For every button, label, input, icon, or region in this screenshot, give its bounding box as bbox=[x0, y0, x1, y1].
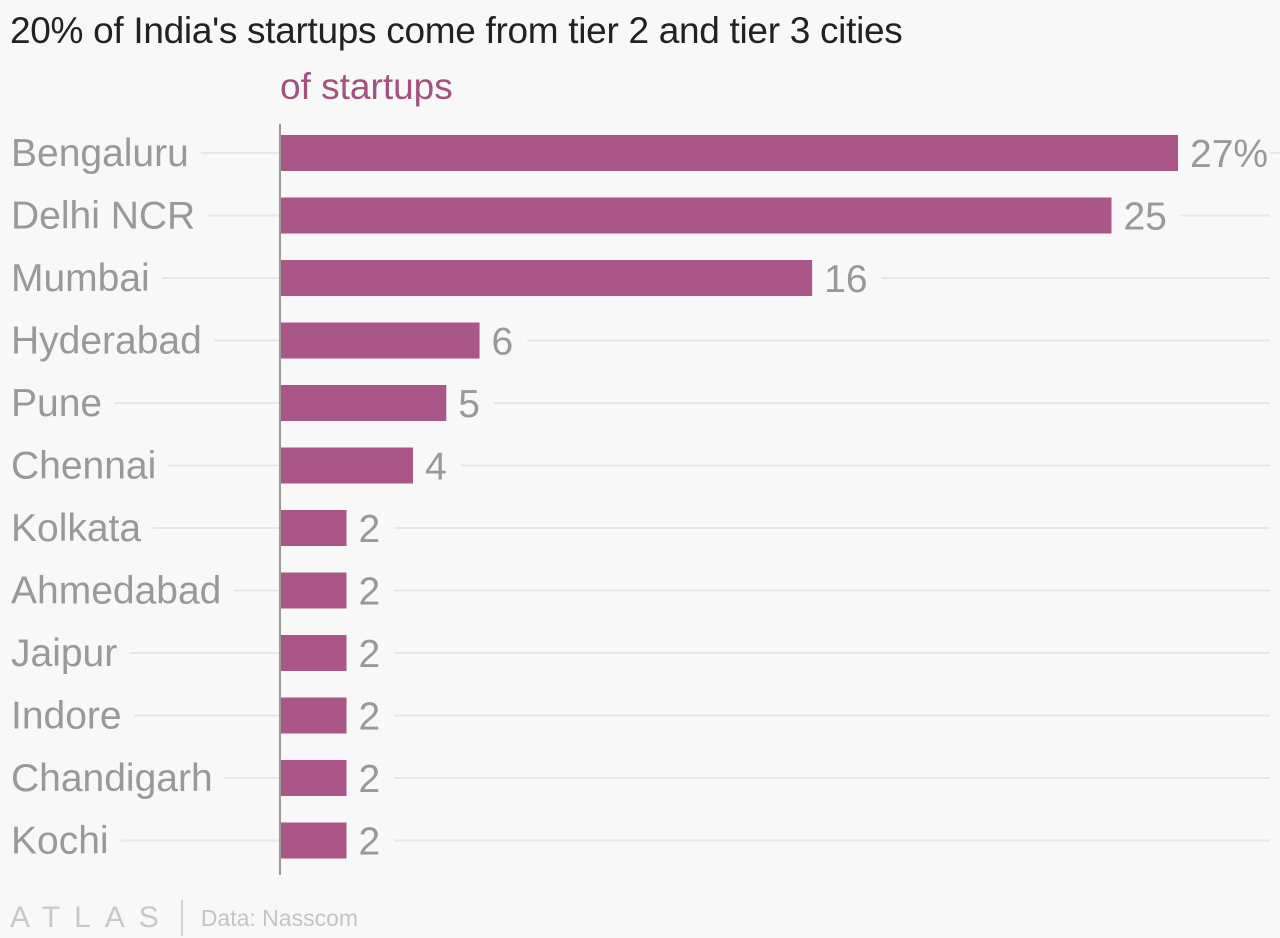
bar bbox=[280, 197, 1112, 234]
value-label: 2 bbox=[359, 633, 381, 676]
category-label: Pune bbox=[11, 382, 102, 425]
value-label: 2 bbox=[359, 696, 381, 739]
grid-layer bbox=[114, 152, 1280, 842]
value-label: 2 bbox=[359, 758, 381, 801]
bar bbox=[280, 635, 347, 671]
category-label: Kochi bbox=[11, 820, 109, 863]
atlas-logo[interactable]: ATLAS bbox=[10, 901, 173, 934]
bar-layer bbox=[280, 135, 1178, 859]
bar bbox=[280, 447, 414, 484]
bar bbox=[280, 322, 480, 359]
value-label: 27% bbox=[1190, 133, 1268, 176]
footer-divider bbox=[180, 900, 183, 936]
bar bbox=[280, 135, 1178, 171]
value-label: 25 bbox=[1123, 196, 1166, 239]
category-label: Jaipur bbox=[11, 632, 117, 675]
bar bbox=[280, 697, 347, 734]
series-label: of startups bbox=[280, 66, 453, 107]
value-label: 16 bbox=[824, 258, 867, 301]
category-label: Chandigarh bbox=[11, 757, 213, 800]
data-source: Data: Nasscom bbox=[200, 904, 359, 931]
bar bbox=[280, 385, 447, 421]
category-label: Kolkata bbox=[11, 507, 141, 550]
category-label: Delhi NCR bbox=[11, 195, 195, 238]
value-label: 2 bbox=[359, 821, 381, 864]
bar bbox=[280, 572, 347, 609]
category-label: Chennai bbox=[11, 445, 156, 488]
category-label: Mumbai bbox=[11, 257, 150, 300]
category-label: Bengaluru bbox=[11, 132, 189, 175]
value-label: 5 bbox=[458, 383, 480, 426]
bar bbox=[280, 822, 347, 859]
bar bbox=[280, 260, 813, 296]
bar bbox=[280, 760, 347, 796]
category-label: Ahmedabad bbox=[11, 570, 221, 613]
bar bbox=[280, 510, 347, 546]
value-label: 2 bbox=[359, 571, 381, 614]
category-label: Hyderabad bbox=[11, 320, 202, 363]
category-label: Indore bbox=[11, 695, 122, 738]
value-label: 6 bbox=[492, 321, 514, 364]
footer: ATLAS Data: Nasscom bbox=[10, 900, 358, 936]
chart-title: 20% of India's startups come from tier 2… bbox=[10, 10, 903, 51]
value-label: 2 bbox=[359, 508, 381, 551]
value-label: 4 bbox=[425, 446, 447, 489]
